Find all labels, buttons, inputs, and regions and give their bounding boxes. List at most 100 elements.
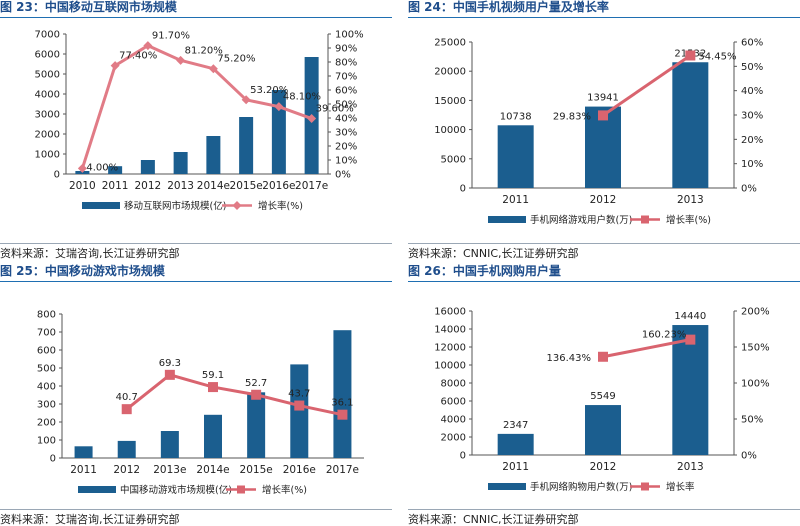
line-point <box>208 382 218 393</box>
line-data-label: 4.00% <box>86 162 118 173</box>
y-tick-label: 5000 <box>441 154 466 165</box>
bar <box>271 90 286 174</box>
x-tick-label: 2017e <box>295 180 328 192</box>
line-point <box>77 163 87 173</box>
line-data-label: 52.7 <box>245 378 267 389</box>
line-data-label: 136.43% <box>547 353 592 364</box>
chart-25: 0 100 200 300 400 500 600 700 800 2011 2012 2013e 20… <box>37 310 364 496</box>
legend-line-marker <box>641 215 649 224</box>
y-tick-label: 4000 <box>35 90 60 101</box>
bar <box>290 364 309 458</box>
y2-tick-label: 90% <box>335 44 357 55</box>
legend-bar-label: 中国移动游戏市场规模(亿) <box>120 484 232 496</box>
chart-source: 资料来源：艾瑞咨询,长江证券研究部 <box>0 243 392 260</box>
legend-bar-swatch <box>78 486 116 493</box>
y-tick-label: 10000 <box>434 361 466 372</box>
line-data-label: 77.40% <box>119 51 157 62</box>
chart-23: 0 1000 2000 3000 4000 5000 6000 7000 0% 10% 20% 30%… <box>35 30 364 213</box>
legend-line-label: 增长率(%) <box>262 484 307 496</box>
y2-tick-label: 30% <box>335 128 357 139</box>
y-tick-label: 0 <box>460 184 466 195</box>
line-data-label: 43.7 <box>288 389 310 400</box>
line-point <box>208 64 218 74</box>
y2-tick-label: 70% <box>335 72 357 83</box>
y-tick-label: 16000 <box>434 307 466 318</box>
y-tick-label: 10000 <box>434 125 466 136</box>
y2-tick-label: 30% <box>741 111 763 122</box>
x-tick-label: 2014e <box>196 464 229 476</box>
x-tick-label: 2011 <box>502 194 529 206</box>
bar-data-label: 2347 <box>503 420 528 431</box>
x-tick-label: 2013e <box>153 464 186 476</box>
line-data-label: 39.60% <box>316 104 354 115</box>
line-point <box>143 41 153 51</box>
chart-26: 0 2000 4000 6000 8000 10000 12000 14000 16000 0% 5… <box>434 307 770 494</box>
y2-tick-label: 100% <box>335 30 364 41</box>
x-tick-label: 2011 <box>102 180 129 192</box>
y2-tick-label: 50% <box>741 62 763 73</box>
y2-tick-label: 40% <box>335 114 357 125</box>
bar <box>206 136 221 174</box>
x-tick-label: 2010 <box>69 180 96 192</box>
x-tick-label: 2015e <box>230 180 263 192</box>
y-tick-label: 200 <box>37 418 56 429</box>
line-point <box>685 50 696 61</box>
y-tick-label: 700 <box>37 328 56 339</box>
y2-tick-label: 50% <box>335 100 357 111</box>
line-point <box>294 400 305 411</box>
x-tick-label: 2013 <box>167 180 194 192</box>
line-point <box>164 369 175 380</box>
legend-bar-swatch <box>488 483 526 490</box>
chart-panel-4: 图 26：中国手机网购用户量 0 2000 4000 6000 8000 10000 120… <box>408 264 800 526</box>
legend-line-label: 增长率(%) <box>666 214 711 226</box>
x-tick-label: 2011 <box>502 461 529 473</box>
legend-bar-label: 手机网络购物用户数(万) <box>530 481 632 493</box>
y-tick-label: 5000 <box>35 70 60 81</box>
y2-tick-label: 80% <box>335 58 357 69</box>
x-tick-label: 2015e <box>240 464 273 476</box>
y2-tick-label: 0% <box>741 451 757 462</box>
y-tick-label: 25000 <box>434 38 466 49</box>
line-point <box>337 409 348 420</box>
x-tick-label: 2016e <box>262 180 295 192</box>
growth-line <box>125 373 343 417</box>
bar <box>585 405 621 455</box>
x-tick-label: 2012 <box>135 180 162 192</box>
bar <box>74 446 93 458</box>
chart-panel-3: 图 25：中国移动游戏市场规模 0 100 200 300 400 500 600 700 80… <box>0 264 392 526</box>
line-data-label: 69.3 <box>159 358 181 369</box>
line-point <box>685 334 696 345</box>
y-tick-label: 3000 <box>35 110 60 121</box>
y-tick-label: 0 <box>460 451 466 462</box>
chart-panel-2: 图 24：中国手机视频用户量及增长率 0 5000 10000 15000 20000 2… <box>408 0 800 260</box>
legend-line-label: 增长率 <box>666 481 695 493</box>
line-point <box>110 61 120 71</box>
legend-bar-label: 移动互联网市场规模(亿) <box>124 200 226 212</box>
y-tick-label: 800 <box>37 310 56 321</box>
y-tick-label: 15000 <box>434 96 466 107</box>
y-tick-label: 100 <box>37 436 56 447</box>
y2-tick-label: 100% <box>741 379 770 390</box>
chart-title: 图 23：中国移动互联网市场规模 <box>0 0 392 18</box>
bar-data-label: 10738 <box>500 111 532 122</box>
bar <box>173 152 188 174</box>
legend-line-marker <box>237 485 245 494</box>
y2-tick-label: 40% <box>741 86 763 97</box>
line-point <box>598 110 608 121</box>
bar <box>247 392 266 458</box>
y-tick-label: 2000 <box>35 130 60 141</box>
line-data-label: 36.1 <box>331 398 353 409</box>
chart-title: 图 26：中国手机网购用户量 <box>408 264 800 282</box>
line-point <box>307 114 317 124</box>
chart-title: 图 25：中国移动游戏市场规模 <box>0 264 392 282</box>
y2-tick-label: 60% <box>335 86 357 97</box>
line-point <box>598 351 608 362</box>
x-tick-label: 2016e <box>283 464 316 476</box>
y-tick-label: 400 <box>37 382 56 393</box>
line-data-label: 81.20% <box>185 45 223 56</box>
line-data-label: 53.20% <box>250 85 288 96</box>
line-point <box>121 404 132 415</box>
legend-bar-swatch <box>82 202 120 209</box>
y-tick-label: 6000 <box>441 397 466 408</box>
y-tick-label: 8000 <box>441 379 466 390</box>
